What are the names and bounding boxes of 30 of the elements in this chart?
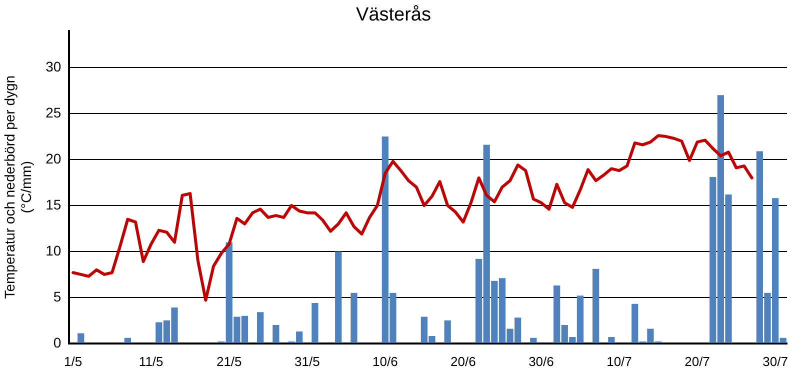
y-tick-label: 20 [46,150,62,166]
x-tick-label: 10/7 [606,354,632,369]
bar [312,302,318,343]
y-tick-label: 10 [46,242,62,258]
bar [272,325,280,343]
bar [444,320,451,343]
x-tick-label: 31/5 [294,354,320,369]
bar [350,292,358,343]
bar [608,336,615,343]
bar [530,338,537,343]
y-tick-label: 5 [53,288,62,304]
chart-title: Västerås [356,4,431,26]
y-tick-label: 0 [53,334,62,350]
bar [124,338,132,343]
bar [335,251,342,343]
x-tick-label: 20/7 [684,354,710,369]
bar [257,312,264,343]
x-tick-label: 11/5 [138,354,164,369]
y-tick-label: 25 [46,104,62,120]
x-tick-label: 20/6 [450,354,476,369]
bar [78,333,84,343]
bar [592,268,600,343]
x-tick-label: 10/6 [372,354,398,369]
x-tick-label: 21/5 [216,354,242,369]
x-tick-label: 30/6 [528,354,554,369]
y-tick-label: 30 [46,58,62,74]
x-tick-label: 1/5 [64,354,82,369]
y-tick-label: 15 [46,196,62,212]
x-tick-label: 30/7 [762,354,788,369]
y-axis-title: Temperatur och nederbörd per dygn (°C/mm) [1,75,34,299]
